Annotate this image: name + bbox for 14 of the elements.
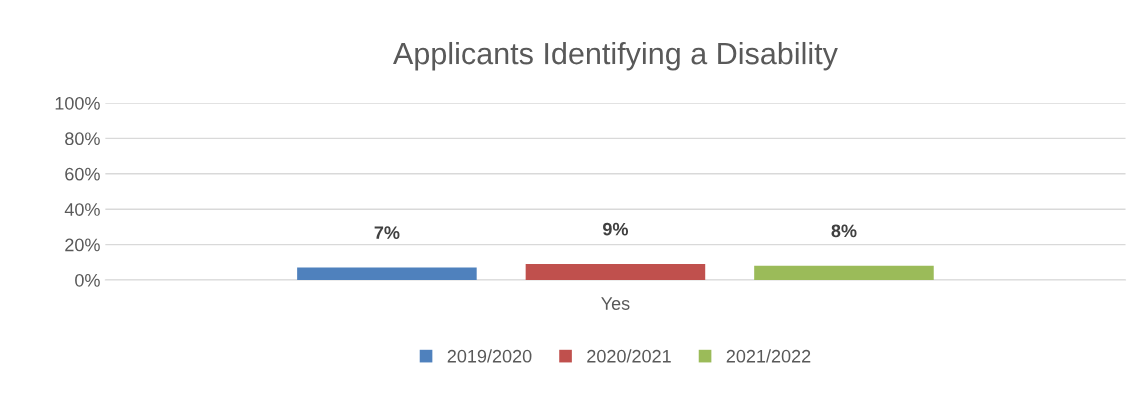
legend-label: 2019/2020 [447, 349, 532, 363]
y-tick-label: 0% [75, 273, 100, 287]
y-tick-label: 20% [65, 238, 100, 252]
chart-title: Applicants Identifying a Disability [393, 41, 838, 71]
y-tick-label: 100% [55, 96, 100, 110]
data-label: 8% [831, 224, 857, 238]
data-label: 9% [603, 222, 629, 236]
y-tick-label: 60% [65, 167, 100, 181]
legend-label: 2020/2021 [587, 349, 671, 363]
y-tick-label: 40% [64, 203, 100, 216]
legend-label: 2021/2022 [726, 349, 811, 363]
x-tick-label: Yes [601, 297, 630, 310]
data-label: 7% [374, 226, 400, 239]
y-tick-label: 80% [65, 132, 100, 146]
